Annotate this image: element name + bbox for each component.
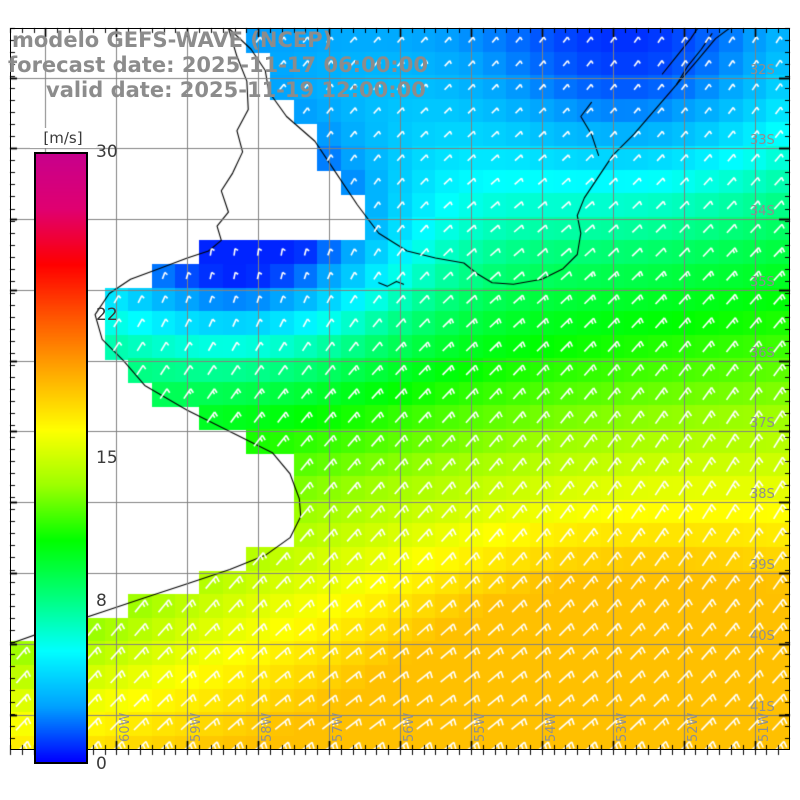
colorbar-box (34, 152, 88, 764)
map-plot-area[interactable] (10, 28, 790, 750)
wind-direction-arrows (10, 28, 790, 750)
colorbar-tick-0: 0 (96, 754, 107, 774)
colorbar-tick-30: 30 (96, 142, 118, 162)
colorbar-tick-22: 22 (96, 305, 118, 326)
colorbar-unit-label: [m/s] (30, 128, 96, 148)
colorbar-tick-8: 8 (96, 590, 107, 611)
colorbar-gradient (36, 154, 86, 762)
colorbar-tick-15: 15 (96, 448, 118, 468)
